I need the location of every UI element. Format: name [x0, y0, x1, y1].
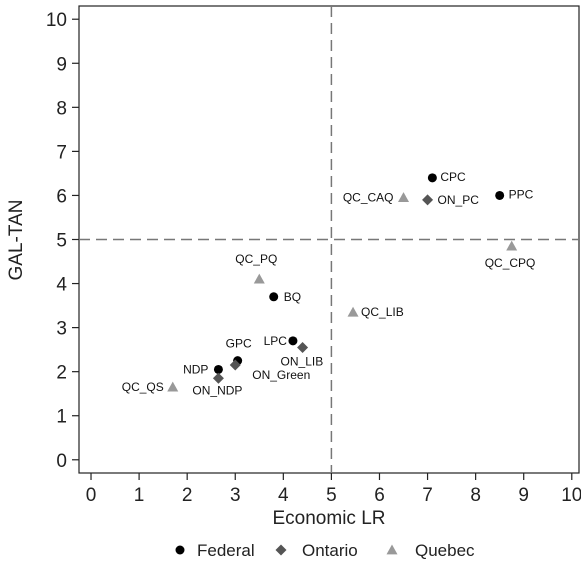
point-federal: [288, 336, 298, 346]
y-tick-label: 6: [56, 186, 67, 207]
point-federal: [269, 292, 279, 302]
point-label: ON_NDP: [192, 383, 242, 397]
x-tick-label: 6: [374, 485, 385, 506]
x-tick-label: 9: [518, 485, 529, 506]
point-label: LPC: [264, 334, 288, 348]
data-points: [167, 173, 518, 392]
point-label: PPC: [509, 187, 534, 201]
point-label: BQ: [284, 290, 301, 304]
x-axis: 0 1 2 3 4 5 6 7 8 9 10: [86, 473, 581, 506]
point-ontario: [229, 359, 241, 371]
y-tick-label: 3: [56, 319, 67, 340]
point-label: CPC: [440, 170, 466, 184]
point-quebec: [506, 240, 518, 251]
point-ontario: [297, 341, 309, 353]
point-federal: [495, 190, 505, 200]
y-tick-label: 8: [56, 98, 67, 119]
x-axis-title: Economic LR: [273, 508, 386, 529]
legend: Federal Ontario Quebec: [175, 541, 475, 560]
point-quebec: [347, 306, 359, 317]
point-label: QC_CPQ: [485, 256, 536, 270]
x-tick-label: 5: [326, 485, 337, 506]
point-label: QC_LIB: [361, 305, 404, 319]
y-tick-label: 5: [56, 231, 67, 252]
y-axis: 0 1 2 3 4 5 6 7 8 9 10: [46, 10, 79, 472]
x-tick-label: 10: [561, 485, 581, 506]
x-tick-label: 2: [182, 485, 193, 506]
point-label: NDP: [183, 362, 208, 376]
y-tick-label: 2: [56, 363, 67, 384]
point-label: GPC: [226, 337, 252, 351]
point-label: QC_PQ: [235, 252, 277, 266]
x-tick-label: 7: [422, 485, 433, 506]
point-quebec: [398, 192, 410, 203]
point-federal: [213, 364, 223, 374]
y-tick-label: 4: [56, 275, 67, 296]
point-label: QC_CAQ: [343, 191, 394, 205]
y-axis-title: GAL-TAN: [6, 200, 27, 281]
x-tick-label: 8: [470, 485, 481, 506]
point-ontario: [422, 194, 434, 206]
legend-marker-quebec: [386, 544, 398, 555]
point-quebec: [253, 273, 265, 284]
y-tick-label: 7: [56, 142, 67, 163]
point-quebec: [167, 381, 179, 392]
y-tick-label: 1: [56, 407, 67, 428]
y-tick-label: 9: [56, 54, 67, 75]
x-tick-label: 4: [278, 485, 289, 506]
point-label: ON_PC: [438, 193, 480, 207]
y-tick-label: 0: [56, 451, 67, 472]
point-label: QC_QS: [122, 380, 164, 394]
x-tick-label: 3: [230, 485, 241, 506]
legend-label: Quebec: [415, 541, 475, 560]
point-label: ON_LIB: [281, 354, 324, 368]
y-tick-label: 10: [46, 10, 67, 31]
x-tick-label: 0: [86, 485, 97, 506]
legend-label: Federal: [197, 541, 255, 560]
reference-lines: [79, 6, 579, 473]
point-ontario: [212, 372, 224, 384]
legend-marker-ontario: [275, 544, 287, 556]
point-label: ON_Green: [252, 368, 310, 382]
legend-label: Ontario: [302, 541, 358, 560]
x-tick-label: 1: [134, 485, 145, 506]
point-federal: [427, 173, 437, 183]
legend-marker-federal: [175, 545, 185, 555]
